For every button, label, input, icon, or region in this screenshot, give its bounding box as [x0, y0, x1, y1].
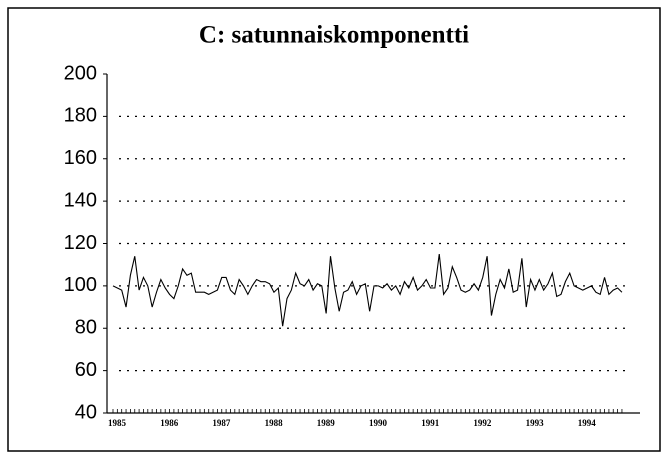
x-tick-label: 1985	[108, 418, 127, 428]
x-tick-label: 1989	[317, 418, 336, 428]
chart-title: C: satunnaiskomponentti	[199, 22, 469, 49]
x-tick-label: 1992	[473, 418, 492, 428]
frame	[7, 7, 661, 452]
y-tick-label: 80	[75, 317, 97, 339]
y-tick-label: 100	[64, 274, 97, 296]
x-tick-label: 1990	[369, 418, 388, 428]
x-tick-label: 1993	[526, 418, 545, 428]
y-tick-label: 140	[64, 189, 97, 211]
y-tick-label: 40	[75, 401, 97, 423]
y-tick-label: 60	[75, 359, 97, 381]
y-tick-label: 160	[64, 147, 97, 169]
x-tick-label: 1987	[212, 418, 231, 428]
y-tick-label: 200	[64, 62, 97, 84]
y-tick-label: 120	[64, 232, 97, 254]
x-tick-label: 1991	[421, 418, 440, 428]
data-line	[112, 254, 623, 327]
x-tick-label: 1986	[160, 418, 179, 428]
y-tick-label: 180	[64, 105, 97, 127]
x-tick-label: 1988	[265, 418, 284, 428]
x-tick-label: 1994	[578, 418, 597, 428]
